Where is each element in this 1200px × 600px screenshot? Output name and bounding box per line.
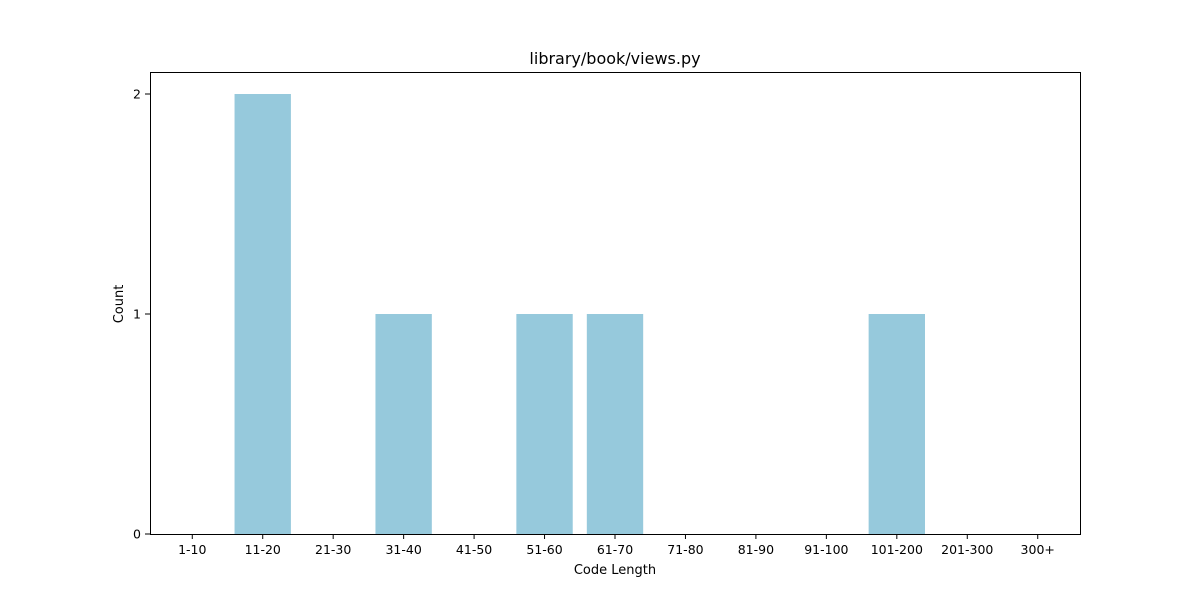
x-tick-label: 101-200 [871,542,923,557]
bar-101-200 [868,314,925,534]
bar-31-40 [375,314,432,534]
bar-11-20 [234,94,291,534]
y-axis-label: Count [112,285,127,324]
bars-group [234,94,925,534]
x-tick-label: 201-300 [941,542,993,557]
x-tick-label: 51-60 [526,542,562,557]
x-tick-label: 1-10 [178,542,206,557]
chart-title: library/book/views.py [529,49,700,68]
x-axis-label: Code Length [574,563,656,578]
x-tick-label: 300+ [1021,542,1055,557]
x-tick-label: 11-20 [245,542,281,557]
x-tick-label: 21-30 [315,542,351,557]
y-axis-ticks: 0 1 2 [133,87,150,542]
y-tick-label: 2 [133,87,141,102]
x-tick-label: 71-80 [667,542,703,557]
x-tick-label: 61-70 [597,542,633,557]
x-tick-label: 81-90 [738,542,774,557]
bar-61-70 [586,314,644,534]
x-tick-label: 91-100 [804,542,848,557]
x-tick-label: 41-50 [456,542,492,557]
y-tick-label: 0 [133,527,141,542]
x-axis-ticks: 1-10 11-20 21-30 31-40 41-50 51-60 61-70 71-80 8… [178,534,1055,557]
bar-51-60 [516,314,573,534]
x-tick-label: 31-40 [385,542,421,557]
y-tick-label: 1 [133,307,141,322]
